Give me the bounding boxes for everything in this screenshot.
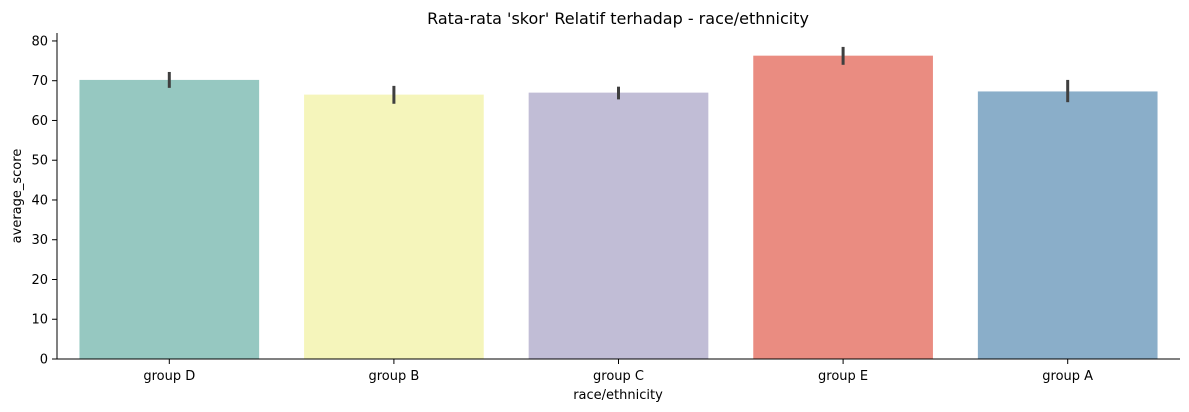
x-tick-label: group E	[818, 369, 868, 384]
x-tick-label: group A	[1042, 369, 1093, 384]
y-axis-label: average_score	[10, 149, 25, 244]
bar-group-e	[753, 55, 933, 359]
bar-group-d	[79, 79, 260, 359]
x-axis: group D group B group C group E group A	[57, 358, 1180, 384]
bar-group-b	[304, 94, 484, 359]
bar-group-c	[528, 92, 709, 359]
x-axis-label: race/ethnicity	[573, 388, 663, 403]
y-tick-label: 80	[31, 34, 48, 49]
chart-title: Rata-rata 'skor' Relatif terhadap - race…	[427, 9, 809, 28]
x-tick-label: group D	[143, 369, 195, 384]
y-tick-label: 10	[31, 313, 48, 328]
error-bars-group	[167, 46, 1070, 104]
y-tick-label: 70	[31, 74, 48, 89]
y-tick-label: 50	[31, 154, 48, 169]
x-tick-label: group C	[593, 369, 644, 384]
y-tick-label: 0	[40, 353, 48, 368]
y-tick-label: 60	[31, 114, 48, 129]
x-tick-label: group B	[368, 369, 419, 384]
y-tick-label: 40	[31, 193, 48, 208]
bars-group	[79, 55, 1158, 359]
bar-group-a	[977, 91, 1158, 359]
y-tick-label: 30	[31, 233, 48, 248]
y-axis: 0 10 20 30 40 50 60 70 80	[31, 33, 58, 368]
y-tick-label: 20	[31, 273, 48, 288]
